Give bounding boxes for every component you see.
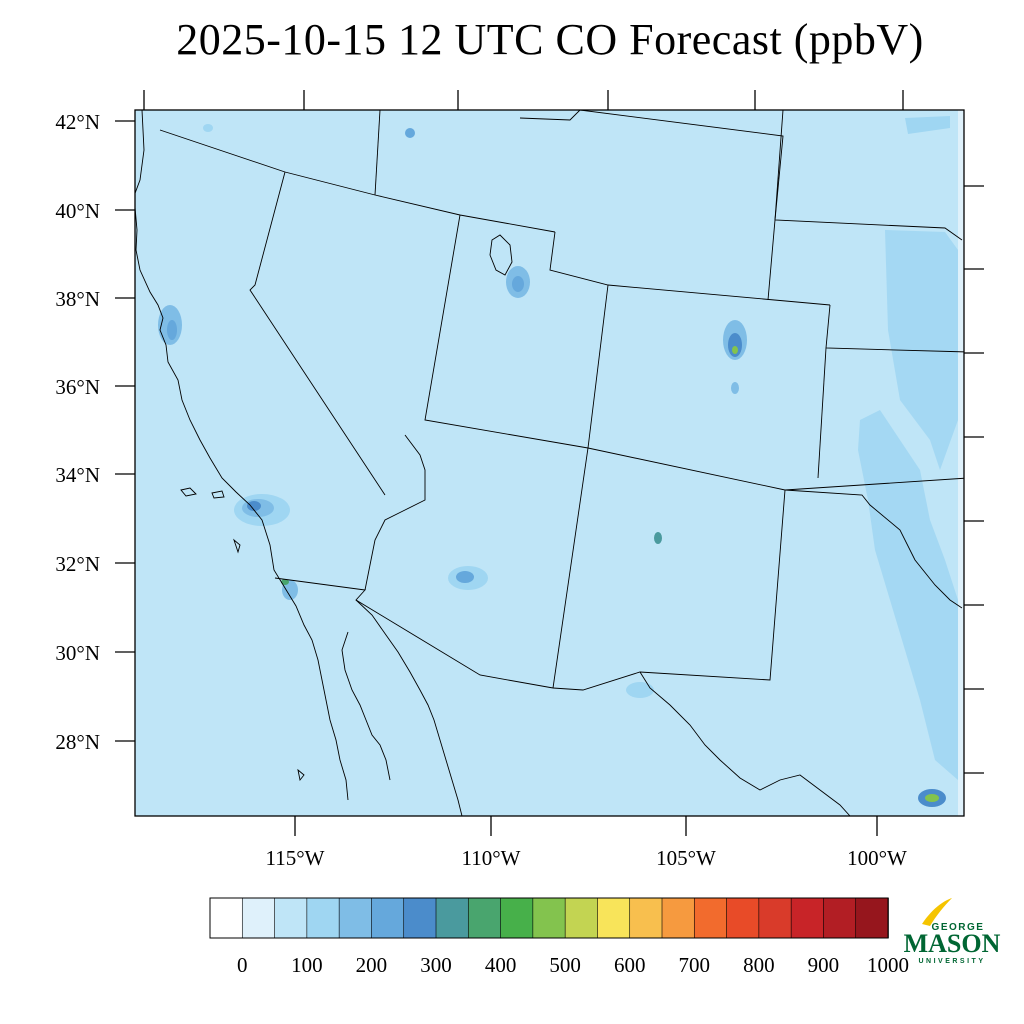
colorbar-cell [726, 897, 760, 939]
lat-label: 32°N [55, 552, 100, 576]
map-title: 2025-10-15 12 UTC CO Forecast (ppbV) [176, 15, 924, 64]
plume-albuquerque [654, 532, 662, 544]
bottom-ticks [294, 816, 878, 836]
plains-band [885, 230, 958, 470]
colorbar-cell [661, 897, 696, 939]
colorbar-tick-label: 100 [291, 953, 323, 977]
colorbar-tick-label: 0 [237, 953, 248, 977]
latitude-labels: 42°N 40°N 38°N 36°N 34°N 32°N 30°N 28°N [55, 110, 100, 754]
gmu-logo: GEORGE MASON UNIVERSITY [904, 898, 1001, 965]
top-ticks [143, 90, 904, 110]
right-ticks [964, 185, 984, 774]
map-frame [134, 109, 965, 817]
colorbar-cell [371, 897, 405, 939]
plume-denver [723, 320, 747, 394]
colorbar-cell [758, 897, 792, 939]
logo-flame-icon [922, 898, 952, 926]
plains-band [905, 116, 950, 134]
lat-label: 36°N [55, 375, 100, 399]
colorbar-labels: 0 100 200 300 400 500 600 700 800 900 1000 [237, 953, 909, 977]
colorbar-frame [209, 897, 889, 939]
colorbar-cell [629, 897, 663, 939]
lon-label: 105°W [656, 846, 716, 870]
plume-bay-area [158, 305, 182, 345]
plume-salt-lake [506, 266, 530, 298]
lat-label: 40°N [55, 199, 100, 223]
colorbar-cell [500, 897, 534, 939]
colorbar-cell [338, 897, 373, 939]
colorbar-tick-label: 400 [485, 953, 517, 977]
colorbar-tick-label: 700 [679, 953, 711, 977]
lon-label: 110°W [462, 846, 521, 870]
plume-spot [203, 124, 213, 132]
colorbar-tick-label: 800 [743, 953, 775, 977]
plume-los-angeles [234, 494, 298, 600]
lat-ticks [115, 120, 135, 742]
colorbar-tick-label: 300 [420, 953, 452, 977]
plume-monterrey [918, 789, 946, 807]
colorbar-cell [597, 897, 631, 939]
colorbar-tick-label: 500 [549, 953, 581, 977]
colorbar-cell [823, 897, 857, 939]
longitude-labels: 115°W 110°W 105°W 100°W [266, 846, 908, 870]
boundaries [135, 110, 964, 816]
colorbar-tick-label: 200 [356, 953, 388, 977]
edge-strip [958, 110, 964, 816]
logo-university: UNIVERSITY [918, 958, 985, 965]
colorbar-cell [274, 897, 308, 939]
colorbar-cell [790, 897, 825, 939]
lat-label: 34°N [55, 463, 100, 487]
logo-mason: MASON [904, 929, 1001, 958]
lat-label: 28°N [55, 730, 100, 754]
ocean-area [135, 110, 350, 816]
colorbar-tick-label: 600 [614, 953, 646, 977]
colorbar-cell [241, 897, 276, 939]
colorbar [209, 897, 889, 939]
colorbar-cell [467, 897, 502, 939]
colorbar-tick-label: 1000 [867, 953, 909, 977]
lat-label: 30°N [55, 641, 100, 665]
logo-george: GEORGE [932, 922, 985, 933]
colorbar-cell [306, 897, 340, 939]
lat-label: 42°N [55, 110, 100, 134]
plume-phoenix [448, 566, 488, 590]
lat-label: 38°N [55, 287, 100, 311]
colorbar-cell [435, 897, 470, 939]
colorbar-cell [403, 897, 437, 939]
colorbar-cell [532, 897, 566, 939]
colorbar-cell [209, 897, 244, 939]
plume-spot [405, 128, 415, 138]
lon-label: 100°W [847, 846, 907, 870]
plains-band [858, 410, 958, 780]
colorbar-tick-label: 900 [808, 953, 840, 977]
plume-el-paso [626, 682, 654, 698]
colorbar-cell [855, 897, 889, 939]
colorbar-cell [693, 897, 728, 939]
colorbar-cell [564, 897, 599, 939]
lon-label: 115°W [266, 846, 325, 870]
